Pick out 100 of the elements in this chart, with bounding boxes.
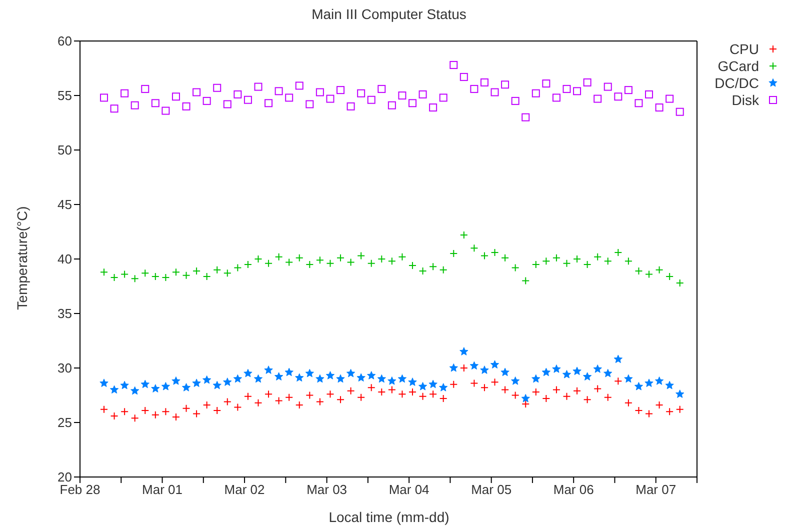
- legend-label: CPU: [729, 40, 759, 56]
- point: [460, 364, 468, 372]
- point: [522, 400, 530, 408]
- point: [202, 401, 211, 410]
- point: [439, 383, 448, 392]
- point: [120, 89, 129, 98]
- point: [583, 260, 592, 268]
- point: [429, 103, 438, 112]
- legend-label: Disk: [732, 92, 759, 108]
- x-tick-label: Feb 28: [60, 482, 100, 498]
- point: [429, 262, 438, 271]
- point: [450, 250, 458, 258]
- point: [470, 379, 478, 388]
- point: [501, 254, 510, 262]
- point: [212, 380, 222, 390]
- point: [130, 101, 139, 110]
- point: [470, 244, 478, 252]
- x-axis-title: Local time (mm-dd): [328, 509, 450, 525]
- point: [470, 84, 478, 93]
- point: [428, 380, 438, 388]
- point: [655, 103, 664, 112]
- point: [604, 82, 612, 91]
- point: [377, 374, 386, 383]
- point: [202, 272, 211, 280]
- point: [357, 252, 366, 260]
- point: [110, 412, 118, 420]
- point: [130, 386, 140, 395]
- point: [202, 375, 212, 384]
- point: [326, 371, 335, 380]
- point: [182, 404, 190, 412]
- point: [378, 255, 386, 263]
- point: [388, 101, 396, 110]
- point: [151, 384, 160, 392]
- point: [264, 390, 273, 398]
- point: [511, 96, 520, 105]
- point: [532, 260, 540, 268]
- point: [511, 264, 520, 272]
- point: [336, 86, 345, 94]
- point: [120, 270, 129, 278]
- point: [316, 374, 324, 383]
- point: [418, 266, 427, 275]
- point: [604, 368, 612, 378]
- point: [346, 368, 356, 378]
- point: [532, 374, 540, 383]
- point: [582, 372, 592, 380]
- point: [100, 94, 108, 102]
- point: [562, 84, 571, 93]
- point: [213, 266, 222, 274]
- point: [480, 252, 488, 260]
- point: [234, 90, 242, 98]
- point: [264, 366, 273, 374]
- point: [552, 254, 560, 262]
- point: [357, 89, 366, 98]
- point: [408, 388, 416, 396]
- point: [254, 374, 263, 383]
- x-tick-label: Mar 04: [388, 482, 430, 498]
- point: [439, 266, 448, 274]
- point: [552, 94, 560, 102]
- point: [654, 376, 664, 385]
- point: [316, 88, 324, 96]
- point: [604, 393, 612, 402]
- point: [418, 392, 427, 400]
- point: [429, 390, 438, 398]
- point: [234, 264, 242, 272]
- point: [572, 366, 582, 375]
- point: [161, 382, 170, 390]
- point: [223, 100, 232, 108]
- point: [418, 382, 428, 390]
- point: [398, 92, 406, 100]
- point: [162, 408, 170, 416]
- point: [264, 259, 273, 268]
- point: [223, 398, 232, 406]
- point: [501, 386, 510, 394]
- point: [223, 269, 232, 278]
- y-tick-label: 25: [58, 415, 72, 430]
- point: [141, 84, 150, 93]
- point: [439, 94, 448, 102]
- point: [460, 72, 468, 81]
- point: [450, 60, 458, 69]
- point: [336, 396, 345, 404]
- point: [356, 373, 366, 382]
- point: [192, 410, 201, 418]
- point: [316, 398, 324, 406]
- point: [100, 405, 108, 414]
- point: [346, 386, 355, 395]
- point: [326, 94, 334, 103]
- point: [614, 248, 622, 256]
- point: [110, 104, 118, 113]
- y-tick-label: 45: [58, 197, 72, 212]
- point: [254, 398, 262, 407]
- point: [490, 248, 499, 256]
- point: [162, 106, 170, 115]
- point: [470, 361, 479, 370]
- point: [408, 99, 416, 108]
- y-tick-label: 50: [58, 142, 72, 158]
- point: [408, 262, 416, 270]
- point: [666, 94, 674, 103]
- point: [676, 108, 684, 116]
- point: [306, 260, 314, 268]
- point: [614, 92, 622, 101]
